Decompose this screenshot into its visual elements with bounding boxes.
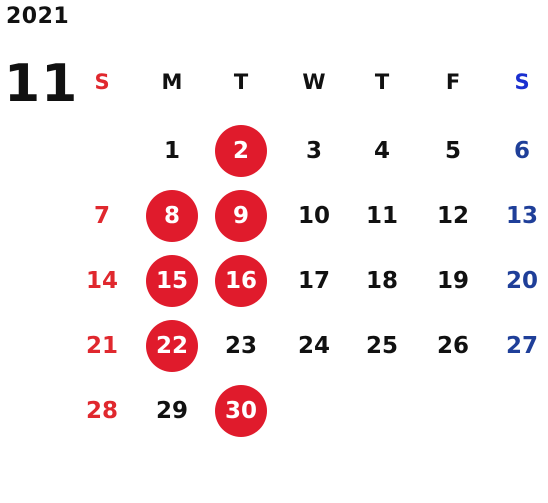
day-cell: 10 <box>297 203 330 229</box>
weekday-tuesday: T <box>233 70 249 94</box>
day-cell-marked: 2 <box>215 125 267 177</box>
day-cell: 7 <box>93 203 110 229</box>
day-cell: 26 <box>436 333 469 359</box>
day-cell: 5 <box>444 138 461 164</box>
day-cell: 24 <box>297 333 330 359</box>
day-cell: 27 <box>505 333 538 359</box>
day-cell-marked: 9 <box>215 190 267 242</box>
month-number: 11 <box>4 54 79 114</box>
day-cell: 28 <box>85 398 118 424</box>
day-cell: 6 <box>513 138 530 164</box>
day-cell: 18 <box>365 268 398 294</box>
day-cell: 3 <box>305 138 322 164</box>
day-cell-marked: 16 <box>215 255 267 307</box>
day-cell: 14 <box>85 268 118 294</box>
day-cell: 17 <box>297 268 330 294</box>
day-cell: 12 <box>436 203 469 229</box>
day-cell-marked: 8 <box>146 190 198 242</box>
day-cell: 19 <box>436 268 469 294</box>
day-cell: 13 <box>505 203 538 229</box>
weekday-thursday: T <box>374 70 390 94</box>
day-cell-marked: 15 <box>146 255 198 307</box>
day-cell: 21 <box>85 333 118 359</box>
day-cell: 1 <box>163 138 180 164</box>
day-cell: 25 <box>365 333 398 359</box>
weekday-wednesday: W <box>302 70 326 94</box>
day-cell: 20 <box>505 268 538 294</box>
day-cell: 11 <box>365 203 398 229</box>
day-cell-marked: 22 <box>146 320 198 372</box>
weekday-sunday: S <box>94 70 110 94</box>
weekday-friday: F <box>445 70 461 94</box>
day-cell: 29 <box>155 398 188 424</box>
day-cell: 4 <box>373 138 390 164</box>
day-cell: 23 <box>224 333 257 359</box>
weekday-saturday: S <box>514 70 530 94</box>
day-cell-marked: 30 <box>215 385 267 437</box>
year-label: 2021 <box>6 4 70 29</box>
weekday-monday: M <box>161 70 183 94</box>
